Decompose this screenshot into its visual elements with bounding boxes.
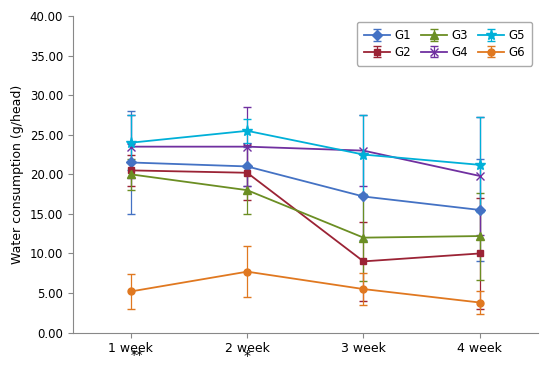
- Legend: G1, G2, G3, G4, G5, G6: G1, G2, G3, G4, G5, G6: [357, 22, 532, 66]
- Y-axis label: Water consumption (g/head): Water consumption (g/head): [11, 85, 24, 264]
- Text: *: *: [244, 349, 251, 363]
- Text: **: **: [131, 349, 143, 362]
